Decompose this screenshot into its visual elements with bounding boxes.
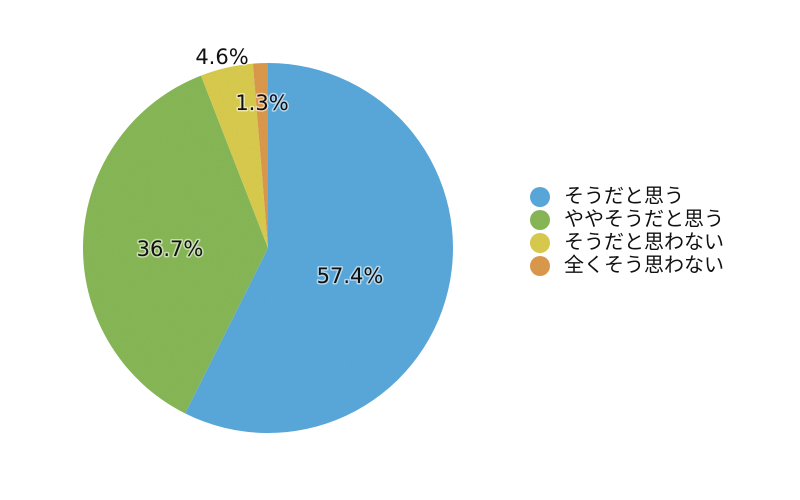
slice-label-2: 36.7% <box>137 237 204 261</box>
pie-slice-1 <box>185 63 454 433</box>
slice-label-1: 57.4% <box>317 264 384 288</box>
legend-item-1: そうだと思う <box>530 184 684 208</box>
legend-label-3: そうだと思わない <box>564 230 724 254</box>
pie-slices <box>83 63 454 433</box>
slice-label-3: 4.6% <box>195 45 248 69</box>
pie-slice-2 <box>83 75 268 414</box>
pie-slice-labels: 57.4% 36.7% 4.6% 1.3% <box>135 44 385 290</box>
legend-swatch-2 <box>530 210 550 230</box>
legend-item-2: ややそうだと思う <box>530 207 724 231</box>
pie-slice-4 <box>252 63 268 248</box>
slice-label-4: 1.3% <box>235 91 288 115</box>
legend-label-1: そうだと思う <box>564 184 684 208</box>
legend-item-4: 全くそう思わない <box>530 253 724 277</box>
legend-label-4: 全くそう思わない <box>564 253 724 277</box>
legend-swatch-4 <box>530 256 550 276</box>
legend-item-3: そうだと思わない <box>530 230 724 254</box>
legend-swatch-1 <box>530 187 550 207</box>
pie-slice-3 <box>200 63 268 249</box>
legend-label-2: ややそうだと思う <box>564 207 724 231</box>
legend-swatch-3 <box>530 233 550 253</box>
